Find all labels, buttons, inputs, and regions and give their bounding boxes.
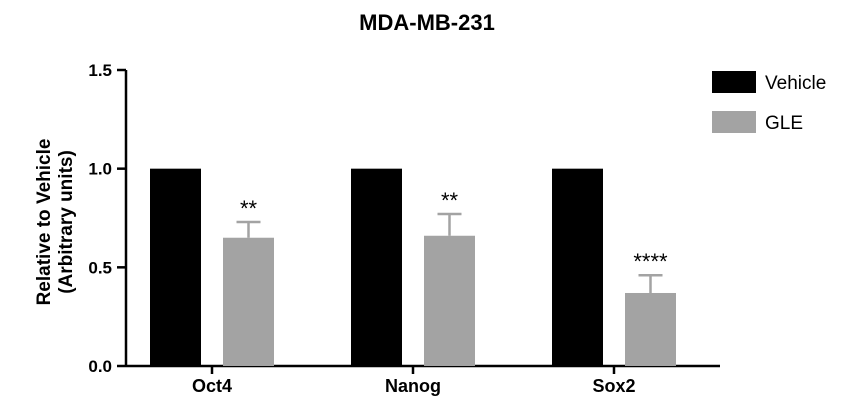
x-tick-label: Nanog [385, 376, 441, 396]
bar-gle-sox2 [625, 292, 676, 366]
y-tick-label: 1.0 [88, 160, 112, 179]
legend-swatch-gle [712, 111, 756, 133]
bar-vehicle-nanog [351, 168, 402, 366]
bar-vehicle-oct4 [150, 168, 201, 366]
significance-label: ** [240, 196, 258, 221]
y-tick-label: 0.5 [88, 258, 112, 277]
y-tick-label: 0.0 [88, 357, 112, 376]
chart-title: MDA-MB-231 [359, 10, 495, 35]
bar-gle-oct4 [223, 237, 274, 366]
y-tick-label: 1.5 [88, 61, 112, 80]
legend-label-vehicle: Vehicle [765, 73, 826, 94]
bar-vehicle-sox2 [552, 168, 603, 366]
legend-swatch-vehicle [712, 71, 756, 93]
plot-area: 0.0 0.5 1.0 1.5 ** Oct4 ** Nanog **** Sox2 [88, 61, 720, 396]
bar-gle-nanog [424, 235, 475, 366]
significance-label: ** [441, 188, 459, 213]
x-tick-label: Oct4 [192, 376, 232, 396]
y-axis-label-line2: (Arbitrary units) [56, 150, 77, 294]
x-tick-label: Sox2 [592, 376, 635, 396]
y-axis-label-line1: Relative to Vehicle [34, 139, 55, 306]
legend-label-gle: GLE [765, 113, 803, 134]
significance-label: **** [633, 249, 668, 274]
legend: Vehicle GLE [712, 71, 826, 134]
